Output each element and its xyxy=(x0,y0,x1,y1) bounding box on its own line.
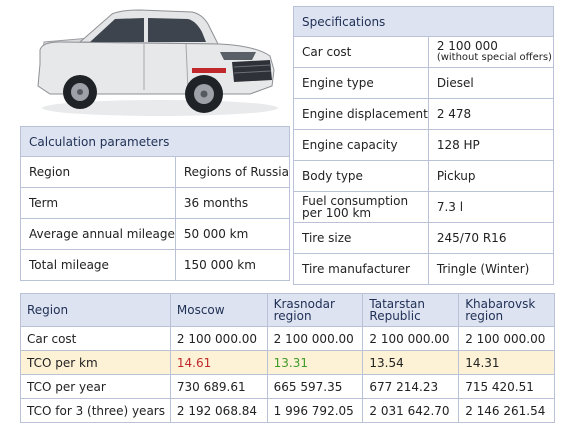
tco-row-label: TCO per km xyxy=(20,350,171,375)
tco-row-label: Car cost xyxy=(20,326,171,351)
spec-label: Engine capacity xyxy=(293,129,429,161)
tco-cell-max: 14.61 xyxy=(169,350,268,375)
calc-label: Term xyxy=(20,187,176,219)
tco-cell-min: 13.31 xyxy=(266,350,364,375)
spec-label: Car cost xyxy=(293,36,429,68)
tco-cell: 14.31 xyxy=(458,350,555,375)
calc-label: Total mileage xyxy=(20,249,176,281)
calculation-parameters-table: Calculation parameters Region Regions of … xyxy=(20,126,290,281)
tco-row-label: TCO per year xyxy=(20,374,171,399)
spec-value: 2 100 000 (without special offers) xyxy=(427,36,555,68)
tco-cell: 715 420.51 xyxy=(458,374,555,399)
car-cost-value: 2 100 000 xyxy=(436,39,498,53)
spec-value: Tringle (Winter) xyxy=(427,253,555,285)
tco-cell: 2 100 000.00 xyxy=(458,326,555,351)
calc-value: 36 months xyxy=(174,187,290,219)
spec-label: Engine type xyxy=(293,67,429,99)
calc-value: 150 000 km xyxy=(174,249,290,281)
tco-cell: 665 597.35 xyxy=(266,374,364,399)
spec-value: 245/70 R16 xyxy=(427,222,555,254)
spec-label: Tire size xyxy=(293,222,429,254)
table-row: Car cost 2 100 000.00 2 100 000.00 2 100… xyxy=(20,326,555,351)
spec-label: Engine displacement xyxy=(293,98,429,130)
specifications-table: Specifications Car cost 2 100 000 (witho… xyxy=(293,6,555,285)
table-row: TCO per year 730 689.61 665 597.35 677 2… xyxy=(20,374,555,399)
calculation-title: Calculation parameters xyxy=(20,126,290,157)
tco-header-moscow: Moscow xyxy=(169,293,268,327)
tco-row-label: TCO for 3 (three) years xyxy=(20,398,171,423)
spec-value: Pickup xyxy=(427,160,555,192)
tco-cell: 2 192 068.84 xyxy=(169,398,268,423)
spec-label: Fuel consumption per 100 km xyxy=(293,191,429,223)
tco-cell: 730 689.61 xyxy=(169,374,268,399)
tco-cell: 2 031 642.70 xyxy=(362,398,460,423)
table-row-highlighted: TCO per km 14.61 13.31 13.54 14.31 xyxy=(20,350,555,375)
spec-label: Body type xyxy=(293,160,429,192)
specifications-title: Specifications xyxy=(293,6,554,37)
spec-label: Tire manufacturer xyxy=(293,253,429,285)
calc-label: Region xyxy=(20,156,176,188)
spec-value: 2 478 xyxy=(427,98,555,130)
tco-table: Region Moscow Krasnodar region Tatarstan… xyxy=(20,293,555,423)
spec-value: 128 HP xyxy=(427,129,555,161)
calc-value: Regions of Russia xyxy=(174,156,290,188)
tco-header-region: Region xyxy=(20,293,171,327)
tco-header-krasnodar: Krasnodar region xyxy=(266,293,364,327)
tco-cell: 2 146 261.54 xyxy=(458,398,555,423)
pickup-truck-image xyxy=(37,9,278,116)
calc-value: 50 000 km xyxy=(174,218,290,250)
tco-cell: 677 214.23 xyxy=(362,374,460,399)
tco-header-khabarovsk: Khabarovsk region xyxy=(458,293,555,327)
table-row: TCO for 3 (three) years 2 192 068.84 1 9… xyxy=(20,398,555,423)
tco-cell: 13.54 xyxy=(362,350,460,375)
tco-header-tatarstan: Tatarstan Republic xyxy=(362,293,460,327)
car-cost-note: (without special offers) xyxy=(436,52,552,63)
tco-cell: 2 100 000.00 xyxy=(169,326,268,351)
spec-value: 7.3 l xyxy=(427,191,555,223)
tco-cell: 2 100 000.00 xyxy=(266,326,364,351)
spec-value: Diesel xyxy=(427,67,555,99)
tco-cell: 2 100 000.00 xyxy=(362,326,460,351)
tco-cell: 1 996 792.05 xyxy=(266,398,364,423)
calc-label: Average annual mileage xyxy=(20,218,176,250)
